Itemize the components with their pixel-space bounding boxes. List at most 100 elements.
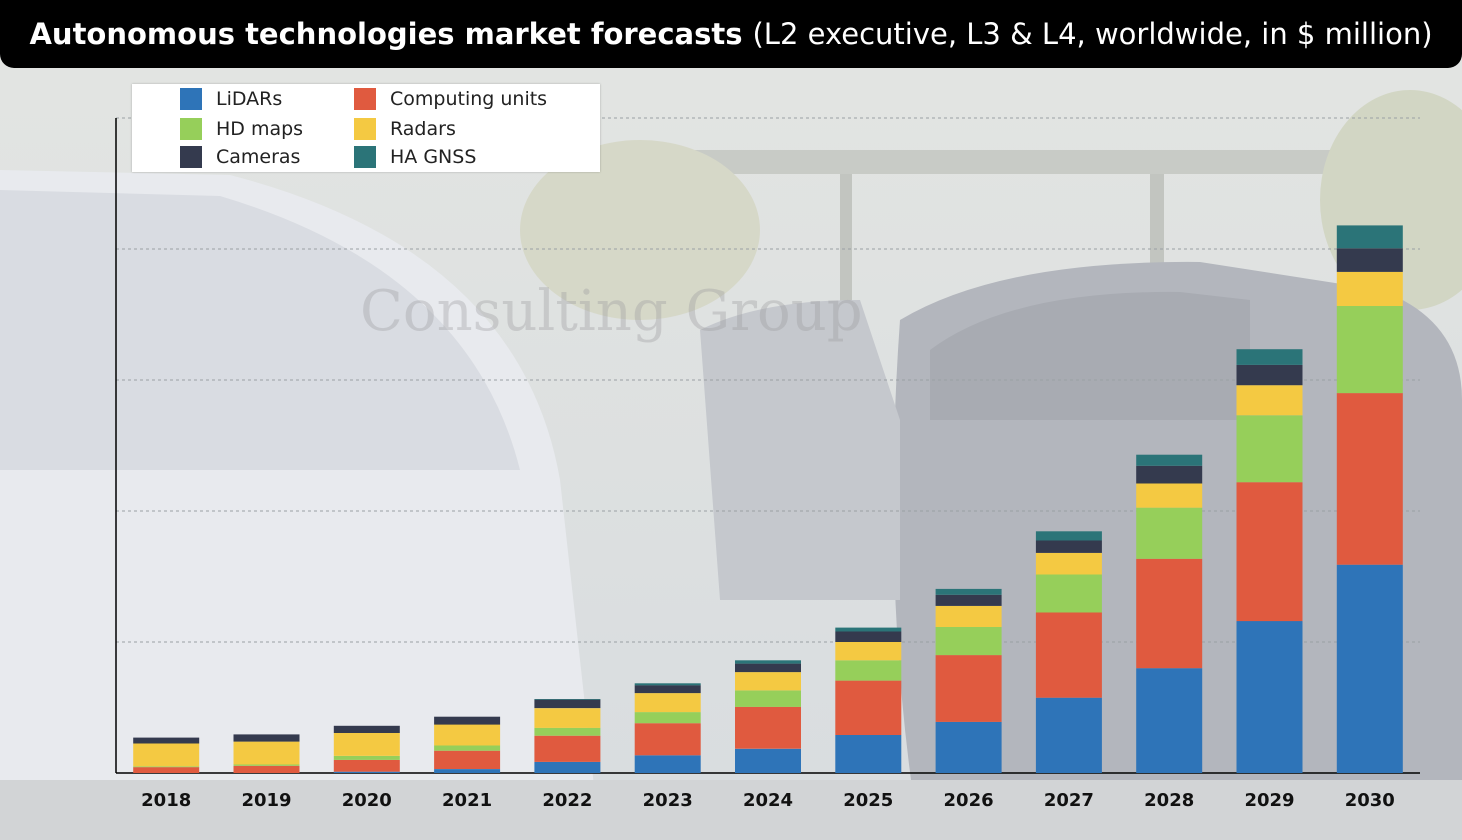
chart-title-subtitle: (L2 executive, L3 & L4, worldwide, in $ …	[752, 17, 1433, 51]
bar-segment-computing-units-2023	[634, 723, 701, 756]
bar-segment-radars-2030	[1336, 271, 1403, 306]
bar-segment-lidars-2028	[1136, 668, 1203, 773]
x-tick-label: 2019	[241, 790, 291, 811]
bar-segment-cameras-2019	[233, 734, 300, 742]
bar-segment-ha-gnss-2022	[534, 699, 601, 700]
bar-segment-cameras-2024	[735, 663, 801, 673]
bar-segment-hd-maps-2027	[1035, 574, 1102, 613]
bar-segment-lidars-2023	[634, 755, 701, 773]
bar-segment-ha-gnss-2026	[935, 588, 1002, 595]
bar-segment-radars-2024	[735, 672, 801, 691]
bar-segment-hd-maps-2025	[835, 660, 902, 681]
bar-segment-cameras-2021	[434, 716, 501, 725]
bar-segment-hd-maps-2028	[1136, 507, 1203, 559]
bar-segment-lidars-2021	[434, 769, 501, 773]
bar-segment-computing-units-2022	[534, 735, 601, 762]
bar-segment-cameras-2028	[1136, 465, 1203, 484]
bar-segment-ha-gnss-2027	[1035, 531, 1102, 541]
bar-segment-cameras-2023	[634, 685, 701, 694]
bar-segment-hd-maps-2029	[1236, 415, 1303, 483]
bar-segment-lidars-2022	[534, 761, 601, 773]
bar-segment-computing-units-2027	[1035, 612, 1102, 698]
bar-segment-hd-maps-2024	[735, 690, 801, 707]
legend-label: Computing units	[390, 88, 548, 110]
bar-segment-radars-2027	[1035, 552, 1102, 575]
x-tick-label: 2026	[944, 790, 994, 811]
bar-segment-radars-2025	[835, 642, 902, 661]
legend-swatch	[180, 146, 202, 168]
bar-segment-cameras-2020	[333, 725, 400, 733]
bar-segment-hd-maps-2022	[534, 727, 601, 736]
bar-segment-computing-units-2021	[434, 750, 501, 769]
x-tick-label: 2020	[342, 790, 392, 811]
bar-segment-radars-2021	[434, 724, 501, 746]
legend-swatch	[180, 118, 202, 140]
bar-segment-cameras-2026	[935, 594, 1002, 606]
bar-segment-radars-2023	[634, 693, 701, 713]
bar-segment-radars-2022	[534, 708, 601, 728]
legend-label: HA GNSS	[390, 146, 477, 168]
legend-item-ha-gnss: HA GNSS	[354, 145, 476, 169]
bar-segment-ha-gnss-2029	[1236, 349, 1303, 365]
x-tick-label: 2025	[843, 790, 893, 811]
x-tick-label: 2023	[643, 790, 693, 811]
legend-swatch	[354, 88, 376, 110]
bar-segment-computing-units-2018	[133, 767, 200, 773]
chart-title: Autonomous technologies market forecasts…	[0, 0, 1462, 68]
bar-segment-hd-maps-2021	[434, 745, 501, 751]
legend-label: LiDARs	[216, 88, 283, 110]
bar-segment-ha-gnss-2023	[634, 683, 701, 686]
legend-item-hd-maps: HD maps	[180, 117, 303, 141]
bar-segment-cameras-2029	[1236, 364, 1303, 386]
chart-title-main: Autonomous technologies market forecasts	[29, 17, 743, 51]
bar-segment-ha-gnss-2030	[1336, 225, 1403, 249]
bar-segment-computing-units-2026	[935, 655, 1002, 722]
bar-segment-hd-maps-2018	[133, 766, 200, 768]
bar-segment-hd-maps-2023	[634, 712, 701, 724]
legend-item-computing-units: Computing units	[354, 87, 547, 111]
bar-segment-radars-2026	[935, 606, 1002, 627]
bar-segment-radars-2019	[233, 741, 300, 765]
bar-segment-radars-2018	[133, 743, 200, 767]
bar-segment-lidars-2030	[1336, 564, 1403, 773]
legend-swatch	[354, 118, 376, 140]
bar-segment-cameras-2018	[133, 737, 200, 744]
x-tick-label: 2028	[1144, 790, 1194, 811]
bar-segment-radars-2028	[1136, 483, 1203, 508]
bar-segment-cameras-2030	[1336, 248, 1403, 272]
bar-segment-cameras-2022	[534, 699, 601, 709]
bar-segment-computing-units-2028	[1136, 558, 1203, 669]
legend-swatch	[180, 88, 202, 110]
legend: LiDARs Computing units HD maps Radars Camera…	[132, 84, 600, 172]
bar-segment-lidars-2020	[333, 771, 400, 773]
x-tick-label: 2029	[1244, 790, 1294, 811]
legend-item-radars: Radars	[354, 117, 456, 141]
bar-segment-lidars-2029	[1236, 621, 1303, 773]
bar-segment-radars-2029	[1236, 385, 1303, 416]
bar-segment-computing-units-2020	[333, 759, 400, 772]
bar-segment-cameras-2027	[1035, 540, 1102, 553]
bar-segment-computing-units-2030	[1336, 393, 1403, 565]
bar-segment-lidars-2026	[935, 721, 1002, 773]
bar-segment-cameras-2025	[835, 631, 902, 642]
legend-label: HD maps	[216, 118, 304, 140]
legend-label: Cameras	[216, 146, 301, 168]
bar-segment-ha-gnss-2025	[835, 627, 902, 632]
bar-segment-lidars-2027	[1035, 697, 1102, 773]
x-tick-label: 2021	[442, 790, 492, 811]
bar-segment-computing-units-2024	[735, 706, 801, 749]
bar-segment-hd-maps-2020	[333, 756, 400, 760]
bar-segment-computing-units-2025	[835, 680, 902, 735]
bar-segment-lidars-2024	[735, 748, 801, 773]
bar-segment-ha-gnss-2024	[735, 660, 801, 664]
x-tick-label: 2024	[743, 790, 793, 811]
watermark: Consulting Group	[360, 279, 863, 344]
bar-segment-computing-units-2019	[233, 765, 300, 773]
legend-item-cameras: Cameras	[180, 145, 300, 169]
bar-segment-hd-maps-2019	[233, 764, 300, 766]
bar-segment-radars-2020	[333, 733, 400, 756]
x-tick-label: 2027	[1044, 790, 1094, 811]
legend-item-lidars: LiDARs	[180, 87, 282, 111]
